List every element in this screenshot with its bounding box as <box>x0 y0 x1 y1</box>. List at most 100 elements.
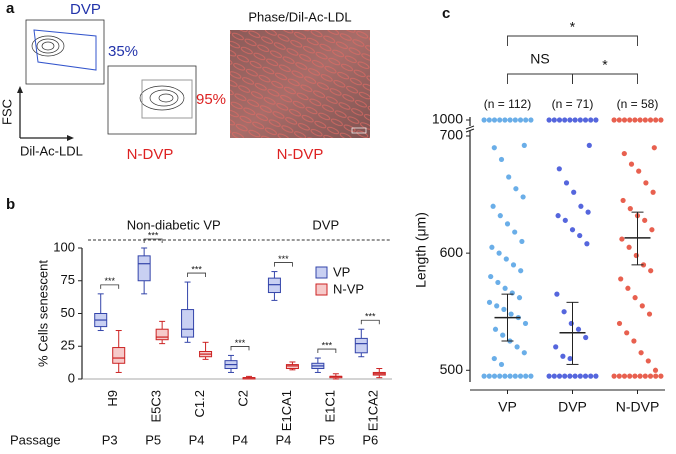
x-tick-label: E1CA2 <box>366 390 381 431</box>
significance-label: * <box>602 57 608 73</box>
data-point <box>650 189 656 195</box>
data-point <box>491 355 497 362</box>
data-point <box>621 373 628 379</box>
significance-bracket <box>507 35 638 46</box>
data-point <box>497 373 503 379</box>
data-point <box>502 373 508 379</box>
data-point <box>495 279 501 286</box>
data-point <box>588 117 594 123</box>
data-point <box>647 373 654 379</box>
data-point <box>504 221 511 227</box>
data-point <box>567 355 573 362</box>
data-point <box>575 326 582 332</box>
x-tick-label: C1.2 <box>192 390 207 417</box>
y-tick-label: 25 <box>61 338 75 353</box>
data-point <box>507 373 513 379</box>
data-point <box>639 303 645 309</box>
data-point <box>491 117 498 123</box>
data-point <box>637 373 643 379</box>
x-tick-label: N-DVP <box>616 399 660 415</box>
data-point <box>514 344 520 350</box>
data-point <box>569 227 576 233</box>
data-point <box>586 142 592 148</box>
data-point <box>519 238 525 245</box>
data-point <box>648 268 654 274</box>
x-tick-label: VP <box>498 399 517 415</box>
significance-label: *** <box>104 276 115 286</box>
data-point <box>637 117 643 123</box>
gate-percent: 35% <box>108 43 138 60</box>
data-point <box>494 303 500 309</box>
group-label: Non-diabetic VP <box>127 217 221 232</box>
flow-plots <box>17 19 197 141</box>
significance-bracket <box>100 284 120 289</box>
data-point <box>546 373 552 379</box>
panel-label: b <box>6 196 15 213</box>
box <box>137 255 151 282</box>
data-point <box>632 117 638 123</box>
passage: P5 <box>145 432 161 447</box>
passage: P4 <box>232 432 248 447</box>
data-point <box>584 241 590 247</box>
significance-label: *** <box>235 338 246 348</box>
data-point <box>593 373 599 379</box>
data-point <box>502 117 508 123</box>
x-tick-label: E1C1 <box>322 390 337 423</box>
x-tick-label: E5C3 <box>149 390 164 423</box>
data-point <box>500 332 506 338</box>
data-point <box>551 117 557 123</box>
data-point <box>516 295 523 301</box>
count-label: (n = 58) <box>617 97 659 111</box>
data-point <box>520 194 526 200</box>
data-point <box>521 350 527 356</box>
significance-label: * <box>570 19 576 35</box>
data-point <box>627 206 633 212</box>
y-tick-label: 0 <box>68 370 75 385</box>
x-tick-label: DVP <box>558 399 587 415</box>
significance-label: *** <box>148 230 159 240</box>
data-point <box>556 373 563 379</box>
box <box>155 328 169 341</box>
data-point <box>560 353 566 359</box>
data-point <box>556 166 562 172</box>
data-point <box>616 373 622 379</box>
data-point <box>619 236 625 242</box>
data-point <box>646 311 653 317</box>
data-point <box>577 373 583 379</box>
data-point <box>551 373 557 379</box>
data-point <box>611 117 617 123</box>
data-point <box>611 373 617 379</box>
data-point <box>628 161 635 167</box>
data-point <box>517 117 524 123</box>
data-point <box>481 117 487 123</box>
data-point <box>645 358 651 364</box>
data-point <box>486 117 492 123</box>
data-point <box>582 117 589 123</box>
data-point <box>491 145 497 151</box>
data-point <box>649 227 655 233</box>
data-point <box>652 367 659 373</box>
passage-label: Passage <box>10 432 61 447</box>
data-point <box>616 117 622 123</box>
y-axis-label: % Cells senescent <box>35 260 50 367</box>
data-point <box>498 156 505 163</box>
data-point <box>486 299 493 305</box>
data-point <box>563 180 570 186</box>
data-point <box>561 309 567 315</box>
data-point <box>626 244 632 250</box>
x-tick-label: C2 <box>235 390 250 407</box>
data-point <box>486 373 492 379</box>
data-point <box>658 117 664 123</box>
significance-bracket <box>274 262 293 267</box>
data-point <box>506 174 512 180</box>
box <box>267 277 281 294</box>
data-point <box>518 268 524 274</box>
data-point <box>512 117 518 123</box>
passage: P5 <box>319 432 335 447</box>
x-tick-label: E1CA1 <box>279 390 294 431</box>
data-point <box>616 320 623 327</box>
data-point <box>585 209 591 215</box>
significance-bracket <box>230 346 250 351</box>
legend-swatch <box>315 283 328 296</box>
